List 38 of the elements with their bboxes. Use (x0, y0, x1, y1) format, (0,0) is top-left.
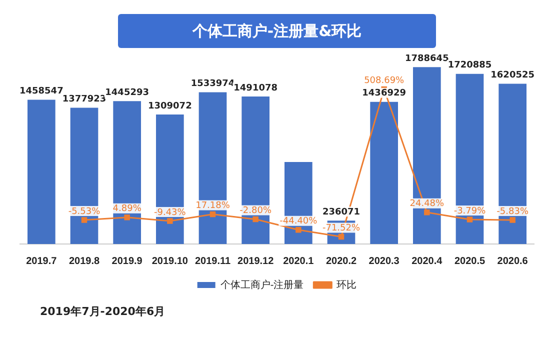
data-label: 1377923 (62, 94, 106, 105)
data-label: 1788645 (404, 54, 449, 64)
data-label: -9.43% (154, 208, 186, 218)
data-label: 508.69% (364, 76, 405, 86)
data-label: 1620525 (490, 70, 535, 81)
data-label: 1309072 (148, 101, 192, 112)
data-label: 1491078 (234, 83, 278, 94)
data-label: -71.52% (322, 224, 360, 234)
chart-title: 个体工商户-注册量&环比 (118, 14, 436, 48)
x-tick-label: 2020.3 (368, 256, 400, 267)
x-tick-label: 2020.4 (412, 256, 443, 267)
data-label: 4.89% (112, 204, 142, 214)
x-tick-label: 2020.5 (454, 256, 486, 267)
x-tick-label: 2019.9 (112, 256, 143, 267)
legend-label: 环比 (336, 278, 357, 291)
x-tick-label: 2019.11 (194, 256, 231, 267)
x-tick-label: 2020.2 (326, 256, 357, 267)
data-label: 1458547 (19, 86, 64, 97)
data-label: 1720885 (448, 60, 492, 71)
legend-label: 个体工商户-注册量 (220, 278, 304, 291)
data-label: -44.40% (280, 216, 318, 227)
data-label: -5.53% (68, 206, 101, 217)
x-tick-label: 2019.7 (26, 256, 58, 267)
data-label: 1533974 (190, 79, 235, 90)
data-label: -3.79% (454, 206, 486, 216)
x-tick-label: 2020.6 (497, 256, 528, 267)
data-label: 236071 (322, 208, 360, 218)
data-label: 17.18% (196, 201, 230, 212)
x-tick-label: 2020.1 (283, 256, 314, 267)
text: 2019年7月-2020年6月 (40, 304, 166, 319)
x-tick-label: 2019.12 (238, 256, 274, 267)
data-label: 1436929 (362, 88, 406, 99)
data-label: 1445293 (105, 88, 150, 98)
data-label: -5.83% (496, 206, 529, 217)
data-label: 24.48% (410, 199, 445, 210)
data-label: -2.80% (240, 206, 272, 216)
x-tick-label: 2019.10 (152, 256, 188, 267)
x-tick-label: 2019.8 (68, 256, 100, 267)
